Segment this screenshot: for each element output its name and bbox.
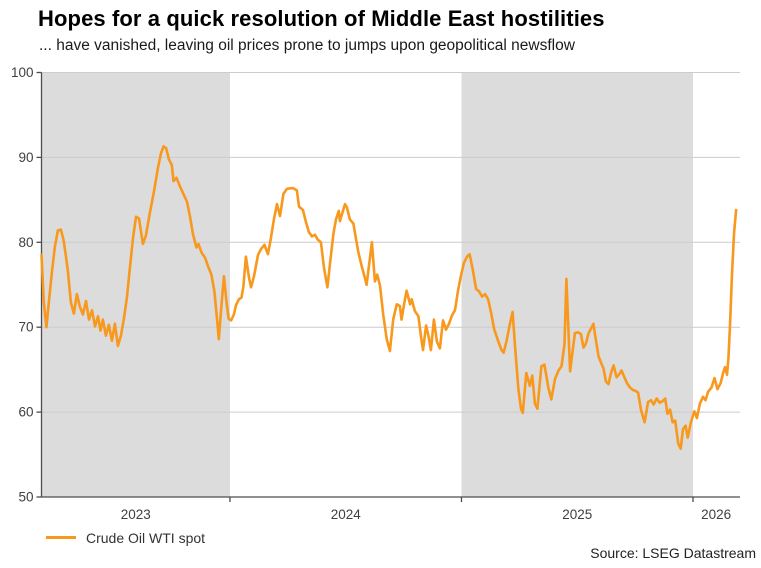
chart-subtitle: ... have vanished, leaving oil prices pr… xyxy=(39,37,575,54)
legend-label: Crude Oil WTI spot xyxy=(86,529,206,546)
chart-title: Hopes for a quick resolution of Middle E… xyxy=(38,6,605,31)
price-line xyxy=(40,145,738,450)
y-tick-label: 60 xyxy=(18,405,33,420)
year-shading-band xyxy=(461,72,694,497)
x-tick-label: 2025 xyxy=(562,507,592,522)
y-tick-label: 100 xyxy=(11,65,34,80)
x-tick-label: 2026 xyxy=(701,507,731,522)
x-tick-label: 2024 xyxy=(331,507,362,522)
y-tick-label: 80 xyxy=(18,235,33,250)
y-tick-label: 50 xyxy=(18,490,33,505)
y-tick-label: 90 xyxy=(18,150,33,165)
y-tick-label: 70 xyxy=(18,320,33,335)
x-tick-label: 2023 xyxy=(121,507,151,522)
source-credit: Source: LSEG Datastream xyxy=(590,545,756,561)
legend: Crude Oil WTI spot xyxy=(46,529,205,546)
year-shading-band xyxy=(41,72,230,497)
legend-line-swatch xyxy=(46,536,76,539)
